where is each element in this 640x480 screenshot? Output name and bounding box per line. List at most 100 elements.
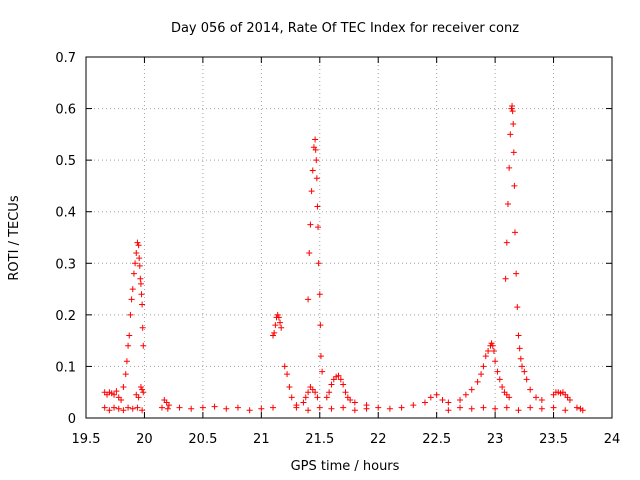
data-point: [523, 376, 530, 383]
data-point: [271, 329, 278, 336]
data-point: [137, 280, 144, 287]
data-point: [139, 324, 146, 331]
x-tick-label: 22.5: [422, 432, 451, 447]
data-point: [457, 396, 464, 403]
data-point: [533, 394, 540, 401]
data-point: [511, 229, 518, 236]
x-tick-label: 23: [487, 432, 504, 447]
data-point: [515, 332, 522, 339]
data-point: [136, 262, 143, 269]
data-point: [314, 394, 321, 401]
data-point: [122, 371, 129, 378]
data-point: [234, 404, 241, 411]
data-point: [328, 381, 335, 388]
data-point: [223, 405, 230, 412]
data-point: [328, 405, 335, 412]
data-points: [101, 102, 586, 414]
data-point: [106, 407, 113, 414]
data-point: [113, 388, 120, 395]
data-point: [462, 391, 469, 398]
data-point: [538, 405, 545, 412]
data-point: [509, 102, 516, 109]
data-point: [514, 304, 521, 311]
data-point: [281, 363, 288, 370]
data-point: [101, 404, 108, 411]
data-point: [506, 164, 513, 171]
data-point: [270, 404, 277, 411]
data-point: [507, 131, 514, 138]
data-point: [305, 296, 312, 303]
data-point: [313, 157, 320, 164]
data-point: [515, 407, 522, 414]
data-point: [410, 402, 417, 409]
data-point: [278, 324, 285, 331]
data-point: [566, 396, 573, 403]
chart-title: Day 056 of 2014, Rate Of TEC Index for r…: [171, 21, 519, 36]
data-point: [128, 296, 135, 303]
data-point: [286, 384, 293, 391]
data-point: [527, 404, 534, 411]
data-point: [351, 407, 358, 414]
x-axis-label: GPS time / hours: [291, 459, 400, 474]
data-point: [550, 404, 557, 411]
data-point: [139, 386, 146, 393]
data-point: [506, 394, 513, 401]
y-tick-label: 0.3: [55, 257, 76, 272]
x-tick-label: 22: [370, 432, 387, 447]
data-point: [134, 404, 141, 411]
grid-lines: [86, 57, 612, 418]
data-point: [284, 371, 291, 378]
data-point: [129, 405, 136, 412]
data-point: [375, 404, 382, 411]
data-point: [480, 404, 487, 411]
data-point: [482, 353, 489, 360]
data-point: [480, 363, 487, 370]
data-point: [492, 405, 499, 412]
plot-frame: [85, 56, 613, 419]
data-point: [312, 389, 319, 396]
data-point: [503, 404, 510, 411]
data-point: [288, 394, 295, 401]
data-point: [562, 407, 569, 414]
data-point: [579, 407, 586, 414]
data-point: [123, 358, 130, 365]
data-point: [503, 239, 510, 246]
data-point: [125, 342, 132, 349]
data-point: [165, 402, 172, 409]
data-point: [120, 384, 127, 391]
data-point: [130, 270, 137, 277]
data-point: [342, 389, 349, 396]
data-point: [138, 291, 145, 298]
data-point: [129, 286, 136, 293]
data-point: [312, 146, 319, 153]
y-axis-label: ROTI / TECUs: [7, 195, 22, 280]
data-point: [199, 404, 206, 411]
data-point: [137, 275, 144, 282]
data-point: [573, 404, 580, 411]
data-point: [176, 404, 183, 411]
data-point: [517, 355, 524, 362]
data-point: [421, 399, 428, 406]
data-point: [504, 200, 511, 207]
data-point: [313, 175, 320, 182]
data-point: [502, 275, 509, 282]
data-point: [427, 394, 434, 401]
data-point: [246, 407, 253, 414]
data-point: [139, 407, 146, 414]
data-point: [317, 322, 324, 329]
data-point: [518, 363, 525, 370]
data-point: [139, 301, 146, 308]
data-point: [258, 405, 265, 412]
data-point: [494, 368, 501, 375]
data-point: [468, 386, 475, 393]
x-tick-labels: 19.5 20 20.5 21 21.5 22 22.5 23 23.5 24: [72, 432, 621, 447]
data-point: [312, 136, 319, 143]
y-tick-label: 0.6: [55, 103, 76, 118]
data-point: [319, 368, 326, 375]
data-point: [306, 249, 313, 256]
data-point: [135, 394, 142, 401]
data-point: [511, 182, 518, 189]
data-point: [133, 249, 140, 256]
data-point: [272, 322, 279, 329]
data-point: [316, 291, 323, 298]
